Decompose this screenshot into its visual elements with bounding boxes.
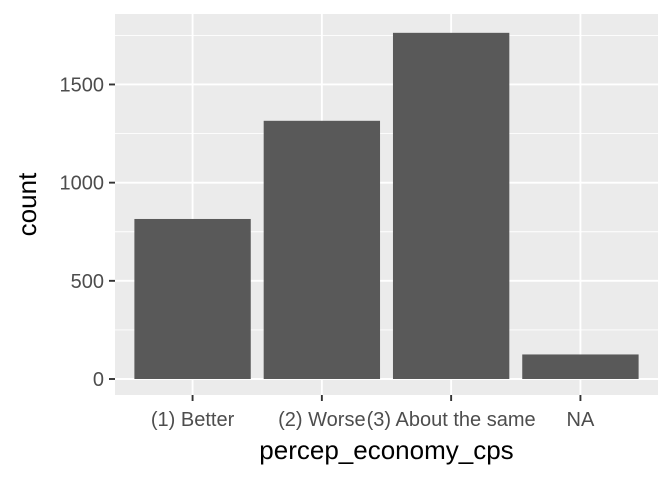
x-tick-label: NA — [567, 409, 595, 431]
y-tick-label: 1000 — [60, 173, 105, 195]
y-axis: 0 500 1000 1500 — [60, 74, 115, 391]
bars — [134, 32, 639, 380]
x-tick-label: (1) Better — [151, 409, 235, 431]
bar — [263, 120, 381, 380]
x-tick-label: (3) About the same — [367, 409, 536, 431]
y-tick-label: 0 — [93, 369, 104, 391]
x-tick-label: (2) Worse — [278, 409, 365, 431]
y-tick-label: 500 — [71, 271, 104, 293]
bar — [522, 354, 639, 379]
x-axis: (1) Better (2) Worse (3) About the same NA — [151, 395, 595, 431]
x-axis-title: percep_economy_cps — [259, 435, 513, 465]
y-axis-title: count — [12, 172, 42, 236]
bar — [392, 32, 510, 379]
bar — [134, 218, 251, 379]
y-tick-label: 1500 — [60, 74, 105, 96]
